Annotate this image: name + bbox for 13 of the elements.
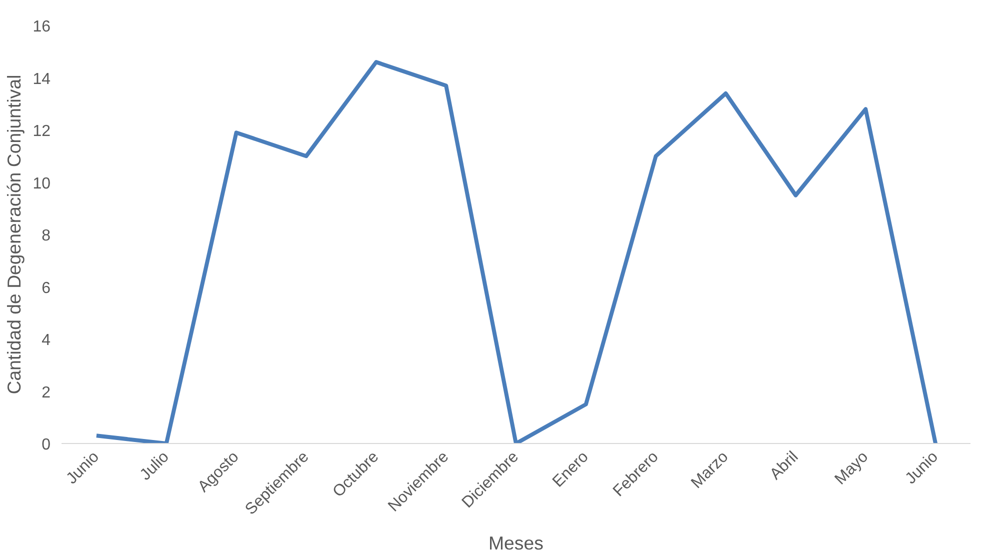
y-tick-label: 2 — [42, 384, 51, 402]
y-tick-label: 10 — [32, 175, 51, 192]
x-tick-label: Julio — [137, 448, 172, 484]
y-tick-label: 14 — [32, 70, 51, 88]
y-axis-title: Cantidad de Degeneración Conjuntival — [4, 74, 25, 394]
line-series — [94, 60, 938, 444]
y-tick-label: 12 — [32, 123, 51, 140]
x-axis-title: Meses — [488, 532, 544, 554]
y-tick-label: 0 — [42, 436, 51, 454]
y-tick-label: 16 — [32, 18, 51, 36]
y-tick-label: 4 — [42, 332, 51, 349]
y-tick-label: 8 — [42, 228, 51, 244]
y-tick-label: 6 — [42, 280, 51, 297]
